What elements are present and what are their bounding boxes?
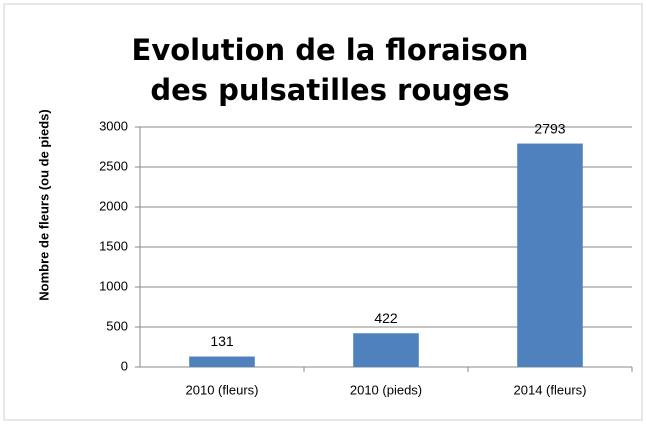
x-tick-label: 2010 (pieds) [350, 382, 422, 397]
data-label: 422 [374, 310, 398, 326]
y-tick-label: 0 [121, 358, 128, 373]
y-tick-label: 3000 [99, 118, 128, 133]
y-tick-label: 1000 [99, 278, 128, 293]
y-tick-label: 2500 [99, 158, 128, 173]
data-label: 131 [210, 333, 234, 349]
chart-title: Evolution de la floraison des pulsatille… [131, 33, 529, 107]
y-axis-label: Nombre de fleurs (ou de pieds) [36, 109, 51, 300]
y-tick-label: 1500 [99, 238, 128, 253]
bar [517, 143, 583, 367]
x-tick-label: 2014 (fleurs) [514, 382, 587, 397]
y-tick-label: 500 [106, 318, 128, 333]
data-label: 2793 [534, 120, 565, 136]
chart-border [3, 3, 643, 421]
bar [353, 333, 419, 367]
y-tick-label: 2000 [99, 198, 128, 213]
x-tick-label: 2010 (fleurs) [186, 382, 259, 397]
bar [189, 356, 255, 367]
